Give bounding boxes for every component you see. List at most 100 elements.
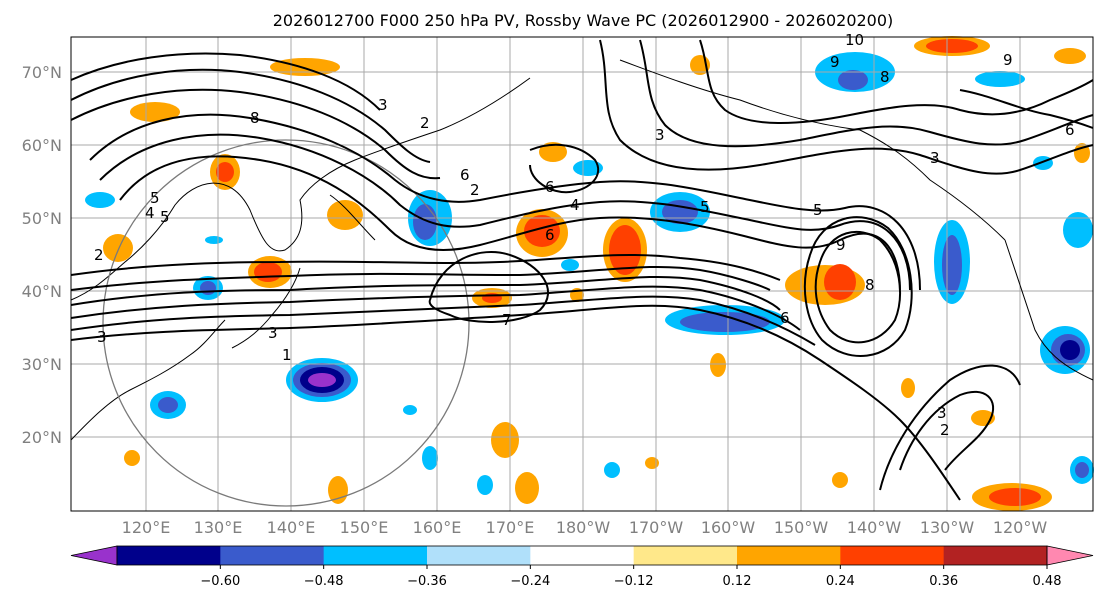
contour-label: 6 <box>1065 121 1075 139</box>
positive-anomaly <box>491 422 519 458</box>
colorbar-tick-label: 0.36 <box>929 574 958 589</box>
lat-label: 20°N <box>22 428 62 447</box>
positive-anomaly <box>103 234 133 262</box>
colorbar-segment <box>840 546 945 565</box>
pv-contour <box>70 253 781 281</box>
contour-label: 2 <box>940 421 950 439</box>
positive-anomaly <box>989 488 1041 506</box>
colorbar-tick-label: 0.12 <box>723 574 752 589</box>
negative-anomaly <box>1063 212 1093 248</box>
negative-anomaly <box>975 71 1025 87</box>
latitude-labels: 70°N 60°N 50°N 40°N 30°N 20°N <box>22 63 62 447</box>
colorbar: −0.60 −0.48 −0.36 −0.24 −0.12 0.12 0.24 0.36 0.4… <box>70 545 1094 589</box>
negative-anomaly <box>200 281 216 295</box>
pv-contour <box>70 295 816 346</box>
alaska-coastline <box>619 59 1006 241</box>
contour-label: 5 <box>700 198 710 216</box>
map-frame <box>70 36 1094 512</box>
negative-anomaly <box>413 204 437 240</box>
lat-label: 30°N <box>22 355 62 374</box>
negative-anomaly <box>403 405 417 415</box>
pv-contour <box>70 265 771 291</box>
negative-anomaly <box>838 70 868 90</box>
positive-anomaly <box>645 457 659 469</box>
negative-anomaly <box>604 462 620 478</box>
reference-circle <box>102 139 470 507</box>
negative-anomaly <box>158 397 178 413</box>
pv-contour <box>529 143 600 194</box>
contour-label: 6 <box>460 166 470 184</box>
lon-label: 170°E <box>486 518 535 537</box>
pv-contour <box>599 39 1094 175</box>
lon-label: 180°W <box>556 518 611 537</box>
contour-label: 9 <box>1003 51 1013 69</box>
contour-label: 6 <box>780 309 790 327</box>
colorbar-tick-label: 0.48 <box>1033 574 1062 589</box>
pv-contour <box>89 113 921 291</box>
positive-anomaly <box>926 39 978 53</box>
contour-label: 9 <box>836 236 846 254</box>
pv-contour <box>639 39 1094 148</box>
positive-anomaly <box>515 472 539 504</box>
colorbar-segment <box>737 546 841 565</box>
pv-contour <box>119 155 901 291</box>
colorbar-tick-label: −0.60 <box>200 574 240 589</box>
figure-title: 2026012700 F000 250 hPa PV, Rossby Wave … <box>273 11 894 30</box>
contour-label: 2 <box>420 114 430 132</box>
positive-anomaly <box>216 162 234 182</box>
positive-anomaly <box>124 450 140 466</box>
negative-anomaly <box>477 475 493 495</box>
contour-label: 7 <box>502 311 512 329</box>
negative-anomaly <box>680 312 770 332</box>
coastlines <box>70 59 1094 441</box>
positive-anomaly <box>824 264 856 300</box>
negative-anomaly <box>308 373 336 387</box>
pv-contour <box>428 251 550 323</box>
contour-label: 6 <box>545 226 555 244</box>
lon-label: 120°E <box>122 518 171 537</box>
contour-label: 3 <box>378 96 388 114</box>
pv-contours <box>70 39 1094 501</box>
colorbar-tick-label: −0.36 <box>407 574 447 589</box>
lat-label: 70°N <box>22 63 62 82</box>
negative-anomaly <box>205 236 223 244</box>
pv-contour <box>99 133 911 291</box>
lon-label: 120°W <box>993 518 1048 537</box>
negative-anomaly <box>1075 462 1089 478</box>
colorbar-tick-label: 0.24 <box>826 574 855 589</box>
negative-anomaly <box>422 446 438 470</box>
pv-contour <box>70 285 801 331</box>
lon-label: 140°W <box>847 518 902 537</box>
contour-label: 3 <box>930 149 940 167</box>
contour-label: 3 <box>97 328 107 346</box>
positive-anomaly <box>327 200 363 230</box>
negative-anomaly <box>1060 340 1080 360</box>
asia-coastline <box>70 77 531 301</box>
contour-label: 1 <box>282 346 292 364</box>
contour-label: 8 <box>865 276 875 294</box>
lon-label: 160°W <box>701 518 756 537</box>
contour-label: 2 <box>94 246 104 264</box>
positive-anomaly <box>130 102 180 122</box>
contour-label: 4 <box>145 204 155 222</box>
negative-anomaly <box>942 235 962 295</box>
longitude-labels: 120°E 130°E 140°E 150°E 160°E 170°E 180°… <box>122 518 1048 537</box>
positive-anomaly <box>901 378 915 398</box>
negative-anomaly <box>85 192 115 208</box>
contour-label: 5 <box>160 208 170 226</box>
positive-anomaly <box>609 225 641 275</box>
contour-labels: 10 9 8 9 6 3 2 8 3 6 5 4 5 4 2 6 5 5 6 9… <box>94 31 1075 439</box>
colorbar-segment <box>220 546 325 565</box>
contour-label: 3 <box>655 126 665 144</box>
map-panel: 10 9 8 9 6 3 2 8 3 6 5 4 5 4 2 6 5 5 6 9… <box>70 31 1094 512</box>
positive-anomaly <box>524 215 560 247</box>
pv-contour <box>70 304 961 501</box>
colorbar-tick-label: −0.48 <box>304 574 344 589</box>
positive-anomaly <box>1074 143 1090 163</box>
contour-label: 8 <box>250 109 260 127</box>
lon-label: 150°W <box>774 518 829 537</box>
contour-label: 8 <box>880 68 890 86</box>
pv-contour <box>70 275 781 311</box>
negative-anomaly <box>573 160 603 176</box>
